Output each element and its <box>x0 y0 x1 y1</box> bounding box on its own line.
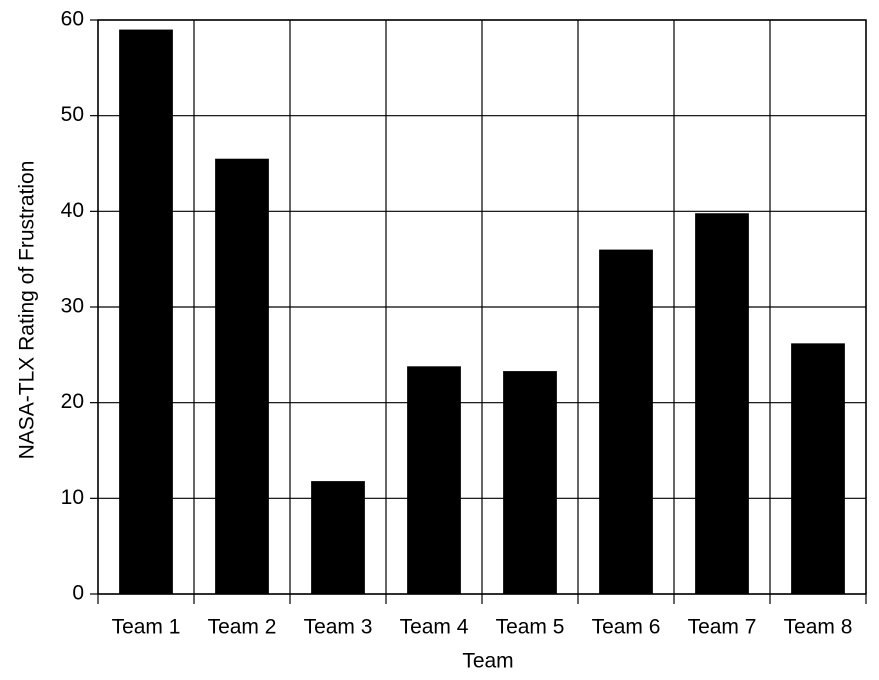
y-tick-label: 50 <box>61 103 84 126</box>
bar <box>695 213 749 594</box>
bar <box>599 249 653 594</box>
bar <box>407 366 461 594</box>
bar <box>311 481 365 594</box>
x-tick-label: Team 4 <box>400 616 469 639</box>
y-tick-label: 60 <box>61 8 84 31</box>
bar <box>215 158 269 594</box>
x-tick-label: Team 2 <box>208 616 277 639</box>
x-tick-label: Team 3 <box>304 616 373 639</box>
x-axis-label: Team <box>462 650 513 673</box>
bar <box>791 343 845 594</box>
x-tick-label: Team 5 <box>496 616 565 639</box>
bar <box>503 371 557 594</box>
x-tick-label: Team 7 <box>688 616 757 639</box>
plot-frame <box>97 19 867 595</box>
x-tick-label: Team 1 <box>112 616 181 639</box>
bar <box>119 29 173 595</box>
y-tick-label: 10 <box>61 486 84 509</box>
y-tick-label: 0 <box>72 582 84 605</box>
y-tick-label: 20 <box>61 390 84 413</box>
x-tick-label: Team 8 <box>784 616 853 639</box>
x-tick-label: Team 6 <box>592 616 661 639</box>
y-tick-label: 40 <box>61 199 84 222</box>
y-tick-label: 30 <box>61 295 84 318</box>
y-axis-label: NASA-TLX Rating of Frustration <box>16 161 39 460</box>
